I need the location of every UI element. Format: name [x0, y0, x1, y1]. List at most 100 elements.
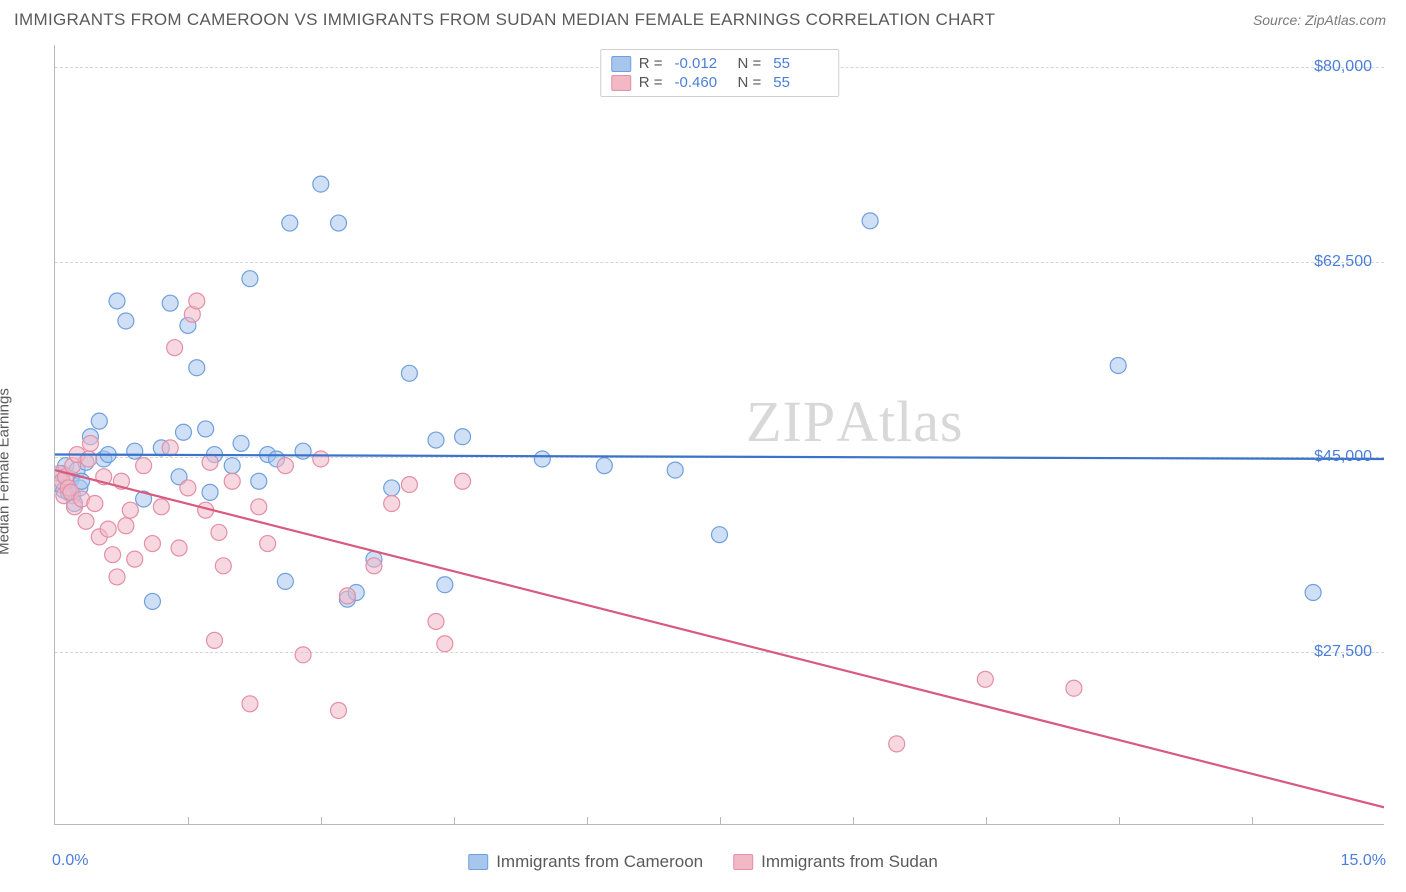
scatter-point-sudan	[260, 536, 276, 552]
r-value: -0.460	[675, 74, 730, 91]
regression-line-cameroon	[55, 455, 1384, 459]
scatter-point-sudan	[87, 496, 103, 512]
legend-label: Immigrants from Sudan	[761, 852, 938, 872]
scatter-point-cameroon	[198, 421, 214, 437]
scatter-point-sudan	[153, 499, 169, 515]
scatter-point-sudan	[1066, 680, 1082, 696]
scatter-point-cameroon	[224, 458, 240, 474]
scatter-point-sudan	[977, 671, 993, 687]
scatter-point-cameroon	[596, 458, 612, 474]
scatter-point-sudan	[189, 293, 205, 309]
scatter-point-cameroon	[667, 462, 683, 478]
n-value: 55	[773, 55, 828, 72]
scatter-point-cameroon	[282, 215, 298, 231]
scatter-point-sudan	[331, 702, 347, 718]
scatter-point-cameroon	[118, 313, 134, 329]
legend-swatch-cameroon	[468, 854, 488, 870]
scatter-point-cameroon	[242, 271, 258, 287]
scatter-point-cameroon	[233, 435, 249, 451]
scatter-point-cameroon	[251, 473, 267, 489]
legend-stat-row-cameroon: R =-0.012N =55	[611, 54, 829, 73]
scatter-point-cameroon	[384, 480, 400, 496]
x-tick-min: 0.0%	[52, 852, 88, 870]
scatter-point-sudan	[136, 458, 152, 474]
legend-swatch-sudan	[733, 854, 753, 870]
scatter-point-cameroon	[202, 484, 218, 500]
regression-line-sudan	[55, 470, 1384, 807]
y-tick: $27,500	[1314, 643, 1372, 661]
chart-title: IMMIGRANTS FROM CAMEROON VS IMMIGRANTS F…	[14, 10, 995, 30]
scatter-point-cameroon	[862, 213, 878, 229]
legend-label: Immigrants from Cameroon	[496, 852, 703, 872]
n-value: 55	[773, 74, 828, 91]
scatter-point-sudan	[401, 477, 417, 493]
scatter-point-sudan	[889, 736, 905, 752]
legend-item-cameroon: Immigrants from Cameroon	[468, 852, 703, 872]
scatter-point-sudan	[109, 569, 125, 585]
n-label: N =	[738, 74, 762, 91]
y-tick: $80,000	[1314, 58, 1372, 76]
scatter-point-sudan	[428, 613, 444, 629]
plot-area: ZIPAtlas R =-0.012N =55R =-0.460N =55 $8…	[54, 45, 1384, 825]
scatter-point-sudan	[224, 473, 240, 489]
scatter-point-sudan	[100, 521, 116, 537]
scatter-point-sudan	[366, 558, 382, 574]
legend-swatch-cameroon	[611, 56, 631, 72]
scatter-point-cameroon	[109, 293, 125, 309]
scatter-point-sudan	[455, 473, 471, 489]
scatter-point-cameroon	[1110, 358, 1126, 374]
scatter-point-sudan	[242, 696, 258, 712]
scatter-point-sudan	[81, 451, 97, 467]
source-label: Source: ZipAtlas.com	[1253, 12, 1386, 28]
y-tick: $62,500	[1314, 253, 1372, 271]
scatter-point-cameroon	[162, 295, 178, 311]
y-tick: $45,000	[1314, 448, 1372, 466]
r-label: R =	[639, 74, 663, 91]
scatter-point-sudan	[171, 540, 187, 556]
scatter-point-sudan	[206, 632, 222, 648]
scatter-point-cameroon	[455, 429, 471, 445]
scatter-point-sudan	[127, 551, 143, 567]
series-legend: Immigrants from Cameroon Immigrants from …	[468, 852, 938, 872]
r-value: -0.012	[675, 55, 730, 72]
scatter-point-sudan	[167, 340, 183, 356]
scatter-point-sudan	[313, 451, 329, 467]
scatter-point-sudan	[180, 480, 196, 496]
scatter-point-cameroon	[331, 215, 347, 231]
chart-container: Median Female Earnings ZIPAtlas R =-0.01…	[14, 45, 1392, 880]
scatter-point-sudan	[339, 588, 355, 604]
scatter-point-sudan	[384, 496, 400, 512]
scatter-point-sudan	[162, 440, 178, 456]
r-label: R =	[639, 55, 663, 72]
scatter-point-cameroon	[127, 443, 143, 459]
scatter-point-cameroon	[428, 432, 444, 448]
scatter-point-cameroon	[1305, 585, 1321, 601]
legend-item-sudan: Immigrants from Sudan	[733, 852, 938, 872]
scatter-point-sudan	[122, 502, 138, 518]
scatter-point-cameroon	[313, 176, 329, 192]
x-tick-max: 15.0%	[1341, 852, 1386, 870]
scatter-svg	[55, 45, 1384, 824]
scatter-point-sudan	[105, 547, 121, 563]
scatter-point-sudan	[251, 499, 267, 515]
scatter-point-sudan	[295, 647, 311, 663]
scatter-point-cameroon	[712, 527, 728, 543]
scatter-point-cameroon	[144, 593, 160, 609]
scatter-point-cameroon	[175, 424, 191, 440]
scatter-point-sudan	[211, 524, 227, 540]
scatter-point-cameroon	[534, 451, 550, 467]
scatter-point-cameroon	[189, 360, 205, 376]
scatter-point-cameroon	[277, 573, 293, 589]
scatter-point-sudan	[78, 513, 94, 529]
scatter-point-sudan	[82, 435, 98, 451]
scatter-point-cameroon	[91, 413, 107, 429]
y-axis-label: Median Female Earnings	[0, 388, 13, 555]
legend-stat-row-sudan: R = -0.460 N = 55	[611, 73, 829, 92]
scatter-point-cameroon	[437, 577, 453, 593]
scatter-point-cameroon	[401, 365, 417, 381]
scatter-point-sudan	[215, 558, 231, 574]
scatter-point-cameroon	[295, 443, 311, 459]
scatter-point-sudan	[277, 458, 293, 474]
correlation-legend: R = -0.012 N = 55R = -0.460 N = 55	[600, 49, 840, 97]
scatter-point-sudan	[118, 518, 134, 534]
